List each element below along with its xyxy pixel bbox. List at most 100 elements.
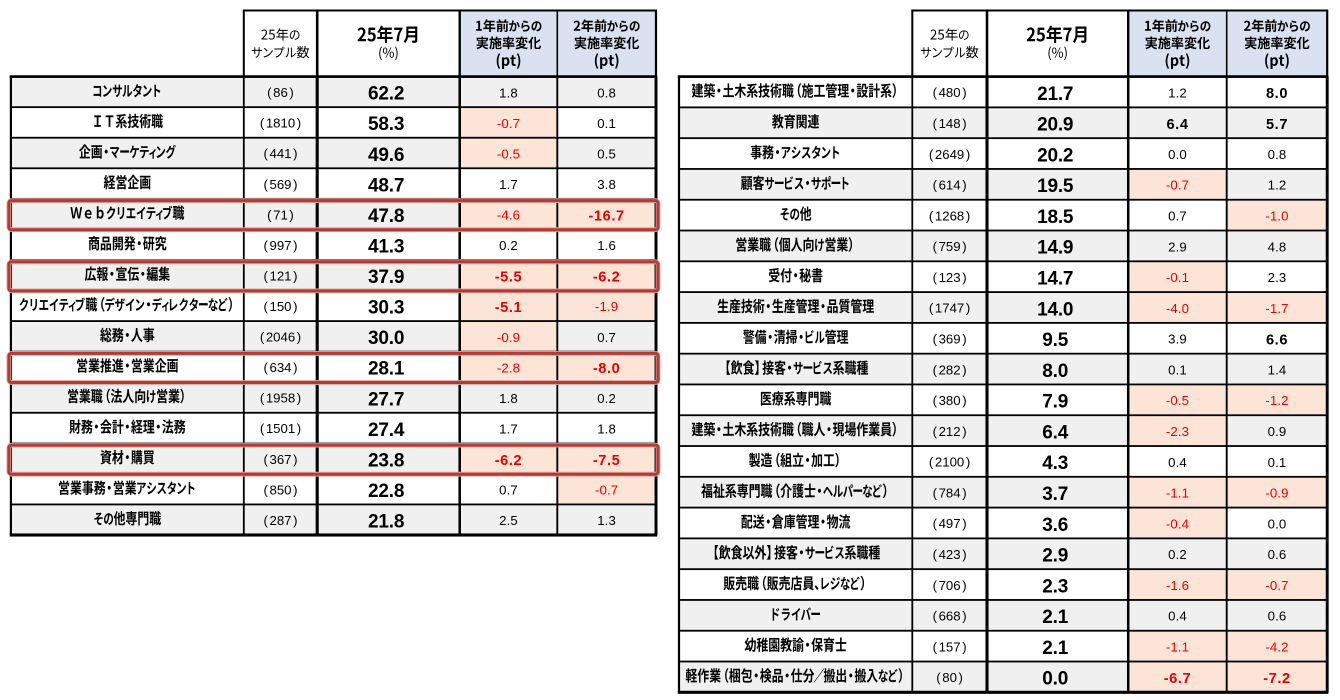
svg-text:(380): (380) (933, 393, 967, 408)
svg-text:-6.2: -6.2 (593, 269, 621, 285)
svg-text:1.6: 1.6 (597, 238, 616, 253)
svg-text:0.5: 0.5 (597, 146, 616, 161)
svg-text:-8.0: -8.0 (593, 361, 621, 377)
svg-text:(569): (569) (263, 177, 297, 192)
svg-text:1.8: 1.8 (499, 391, 518, 406)
svg-text:22.8: 22.8 (368, 481, 404, 502)
svg-text:20.2: 20.2 (1037, 145, 1073, 166)
svg-text:3.7: 3.7 (1042, 484, 1068, 505)
svg-text:(497): (497) (933, 516, 967, 531)
svg-text:0.2: 0.2 (499, 238, 518, 253)
svg-text:5.7: 5.7 (1266, 117, 1288, 133)
svg-text:(784): (784) (933, 485, 967, 500)
svg-text:37.9: 37.9 (368, 267, 404, 288)
svg-text:(706): (706) (933, 578, 967, 593)
svg-text:(212): (212) (933, 424, 967, 439)
svg-text:-7.5: -7.5 (593, 453, 621, 469)
svg-text:19.5: 19.5 (1037, 176, 1074, 197)
svg-text:4.3: 4.3 (1042, 453, 1068, 474)
svg-text:-4.0: -4.0 (1166, 301, 1189, 316)
svg-text:(80): (80) (936, 670, 963, 685)
svg-text:-0.1: -0.1 (1166, 270, 1189, 285)
svg-text:(997): (997) (263, 238, 297, 253)
svg-text:21.7: 21.7 (1037, 84, 1073, 105)
svg-text:49.6: 49.6 (368, 145, 404, 166)
svg-text:(668): (668) (933, 609, 967, 624)
svg-text:0.1: 0.1 (1268, 455, 1287, 470)
svg-text:27.4: 27.4 (368, 420, 405, 441)
svg-text:-0.5: -0.5 (497, 146, 520, 161)
svg-text:2.5: 2.5 (499, 513, 518, 528)
svg-text:-0.9: -0.9 (1265, 486, 1288, 501)
svg-text:2.9: 2.9 (1042, 546, 1068, 567)
svg-text:(1958): (1958) (260, 391, 301, 406)
svg-text:(480): (480) (933, 85, 967, 100)
svg-text:0.2: 0.2 (597, 391, 616, 406)
svg-text:14.7: 14.7 (1037, 269, 1073, 290)
svg-text:0.7: 0.7 (1168, 209, 1187, 224)
svg-text:41.3: 41.3 (368, 237, 404, 258)
svg-text:58.3: 58.3 (368, 114, 404, 135)
svg-text:(71): (71) (267, 207, 294, 222)
svg-text:0.8: 0.8 (1268, 147, 1287, 162)
svg-text:6.4: 6.4 (1042, 422, 1068, 443)
svg-text:-1.6: -1.6 (1166, 578, 1189, 593)
svg-text:62.2: 62.2 (368, 84, 404, 105)
svg-text:-0.7: -0.7 (497, 116, 520, 131)
svg-text:-0.7: -0.7 (1166, 178, 1189, 193)
svg-text:-4.2: -4.2 (1265, 640, 1288, 655)
svg-text:0.7: 0.7 (499, 483, 518, 498)
svg-text:0.1: 0.1 (1168, 363, 1187, 378)
svg-text:6.4: 6.4 (1166, 117, 1188, 133)
svg-text:-1.7: -1.7 (1265, 301, 1288, 316)
svg-text:(423): (423) (933, 547, 967, 562)
svg-text:-16.7: -16.7 (588, 208, 624, 224)
svg-text:-5.5: -5.5 (495, 269, 523, 285)
svg-text:9.5: 9.5 (1042, 330, 1068, 351)
svg-text:(1501): (1501) (260, 421, 301, 436)
svg-text:(2100): (2100) (929, 455, 970, 470)
svg-text:7.9: 7.9 (1042, 392, 1068, 413)
svg-text:21.8: 21.8 (368, 512, 404, 533)
svg-text:30.0: 30.0 (368, 328, 404, 349)
svg-text:-7.2: -7.2 (1263, 671, 1291, 687)
svg-text:14.9: 14.9 (1037, 238, 1073, 259)
svg-text:-2.3: -2.3 (1166, 424, 1189, 439)
svg-text:-4.6: -4.6 (497, 208, 520, 223)
svg-text:1.2: 1.2 (1268, 178, 1287, 193)
svg-text:-0.7: -0.7 (1265, 578, 1288, 593)
svg-text:20.9: 20.9 (1037, 115, 1073, 136)
svg-text:(123): (123) (933, 270, 967, 285)
svg-text:-1.9: -1.9 (595, 299, 618, 314)
svg-text:1.7: 1.7 (499, 421, 518, 436)
svg-text:0.7: 0.7 (597, 330, 616, 345)
svg-text:-5.1: -5.1 (495, 300, 523, 316)
svg-text:23.8: 23.8 (368, 450, 404, 471)
svg-text:(121): (121) (263, 268, 297, 283)
svg-text:3.8: 3.8 (597, 177, 616, 192)
svg-text:1.3: 1.3 (597, 513, 616, 528)
svg-text:48.7: 48.7 (368, 175, 404, 196)
svg-text:0.4: 0.4 (1168, 455, 1187, 470)
svg-text:-1.0: -1.0 (1265, 209, 1288, 224)
svg-text:(614): (614) (933, 178, 967, 193)
svg-text:(157): (157) (933, 639, 967, 654)
svg-text:(2649): (2649) (929, 147, 970, 162)
svg-text:30.3: 30.3 (368, 298, 404, 319)
svg-text:2.9: 2.9 (1168, 239, 1187, 254)
svg-text:-0.9: -0.9 (497, 330, 520, 345)
svg-text:0.1: 0.1 (597, 116, 616, 131)
svg-text:0.2: 0.2 (1168, 547, 1187, 562)
svg-text:(287): (287) (263, 513, 297, 528)
svg-text:1.8: 1.8 (499, 85, 518, 100)
svg-text:-6.7: -6.7 (1164, 671, 1192, 687)
svg-text:0.6: 0.6 (1268, 609, 1287, 624)
svg-text:(634): (634) (263, 360, 297, 375)
svg-text:-0.4: -0.4 (1166, 516, 1189, 531)
svg-text:0.9: 0.9 (1268, 424, 1287, 439)
svg-text:-1.1: -1.1 (1166, 640, 1189, 655)
svg-text:(850): (850) (263, 482, 297, 497)
svg-text:(148): (148) (933, 116, 967, 131)
svg-text:3.9: 3.9 (1168, 332, 1187, 347)
svg-text:0.8: 0.8 (597, 85, 616, 100)
